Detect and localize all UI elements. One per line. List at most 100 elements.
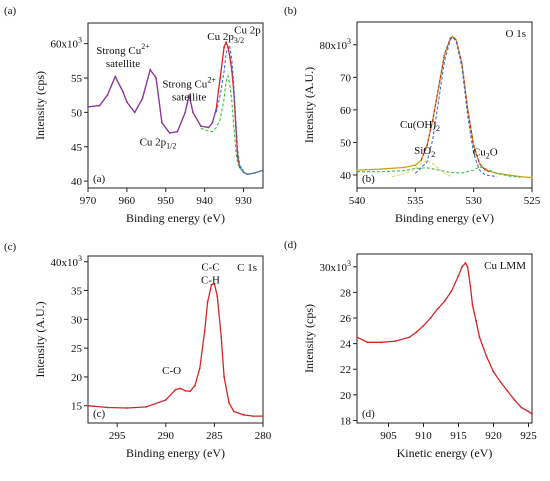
- series-line-4: [200, 73, 244, 172]
- annotation: SiO2: [414, 145, 435, 159]
- plot-frame: [356, 253, 533, 424]
- x-tick-label: 290: [158, 430, 175, 442]
- plot-frame: [356, 21, 533, 189]
- annotation: C-C: [201, 261, 219, 273]
- panel-1: (a) 970 960 950 940 930 40 45 50 55 60x103 Binding …: [4, 5, 264, 225]
- inner-panel-label: (b): [362, 173, 375, 185]
- series-line-1: [356, 35, 533, 179]
- y-tick-label: 40: [71, 176, 83, 188]
- data-point: [206, 301, 209, 303]
- data-point: [223, 376, 226, 378]
- data-point: [443, 300, 446, 303]
- y-tick-label: 15: [71, 401, 83, 413]
- series-line-5: [391, 159, 451, 178]
- panel-label: (d): [284, 239, 297, 251]
- series-line-3: [239, 167, 264, 175]
- x-tick-label: 280: [255, 430, 272, 442]
- y-tick-label: 60: [340, 105, 352, 117]
- data-point: [242, 414, 245, 416]
- data-point: [471, 304, 474, 307]
- data-point: [189, 390, 191, 393]
- y-tick-label: 25: [71, 343, 83, 355]
- x-tick-label: 525: [524, 195, 541, 207]
- plot-frame: [87, 255, 264, 424]
- series-line-3: [414, 36, 498, 178]
- y-tick-label: 40: [340, 170, 352, 182]
- data-point: [219, 77, 222, 79]
- x-tick-label: 540: [349, 195, 366, 207]
- x-tick-label: 905: [380, 430, 397, 442]
- x-axis-label: Binding energy (eV): [126, 211, 225, 225]
- x-tick-label: 920: [485, 430, 502, 442]
- y-tick-label: 50: [340, 137, 352, 149]
- data-point: [228, 401, 230, 404]
- data-point: [466, 265, 469, 268]
- inner-panel-label: (c): [93, 408, 106, 420]
- data-point: [506, 390, 509, 392]
- annotation: Cu(OH)2: [400, 119, 440, 133]
- data-point: [213, 282, 216, 285]
- x-tick-label: 970: [80, 195, 97, 207]
- x-tick-label: 535: [407, 195, 424, 207]
- series-line-2: [420, 35, 492, 173]
- x-axis-label: Binding energy (eV): [126, 446, 225, 460]
- data-point: [184, 389, 187, 392]
- data-point: [106, 406, 109, 409]
- data-point: [366, 341, 369, 344]
- y-tick-label: 26: [340, 313, 352, 325]
- data-point: [356, 169, 358, 171]
- panel-title: O 1s: [506, 28, 526, 40]
- data-point: [220, 335, 223, 338]
- data-point: [499, 381, 502, 383]
- y-axis-label: Intensity (A.U.): [33, 301, 47, 377]
- panel-title: Cu LMM: [484, 260, 526, 272]
- y-tick-label: 55: [71, 73, 83, 85]
- data-point: [531, 413, 533, 415]
- data-point: [379, 168, 382, 171]
- panel-label: (b): [284, 5, 297, 17]
- y-tick-label: 50: [71, 107, 83, 119]
- data-point: [492, 370, 495, 373]
- annotation-line2: C-H: [201, 274, 220, 286]
- data-point: [464, 262, 467, 264]
- y-top-tick-label: 60x103: [51, 36, 83, 51]
- data-point: [194, 384, 196, 387]
- data-point: [527, 410, 530, 413]
- data-point: [443, 53, 446, 56]
- series-line-5: [215, 43, 245, 172]
- data-point: [520, 406, 523, 409]
- annotation: Strong Cu2+: [162, 76, 216, 91]
- data-point: [415, 331, 418, 333]
- data-point: [203, 329, 206, 332]
- data-point: [513, 399, 516, 401]
- data-point: [507, 174, 510, 176]
- data-point: [217, 90, 220, 93]
- data-point: [216, 295, 219, 298]
- data-point: [450, 290, 453, 293]
- data-point: [225, 41, 227, 44]
- y-tick-label: 20: [340, 390, 352, 402]
- data-point: [262, 415, 264, 417]
- y-tick-label: 24: [340, 339, 352, 351]
- x-tick-label: 950: [158, 195, 175, 207]
- y-axis-label: Intensity (cps): [302, 304, 316, 373]
- y-tick-label: 35: [71, 286, 83, 298]
- y-tick-label: 45: [71, 142, 83, 154]
- y-tick-label: 30: [71, 314, 83, 326]
- x-tick-label: 295: [109, 430, 126, 442]
- data-point: [402, 166, 405, 169]
- x-tick-label: 915: [450, 430, 467, 442]
- data-point: [232, 410, 235, 413]
- series-line-1: [356, 261, 533, 415]
- data-point: [478, 336, 481, 339]
- x-tick-label: 930: [235, 195, 252, 207]
- series-line-4: [357, 166, 521, 178]
- data-point: [229, 56, 231, 59]
- annotation: Cu2O: [473, 146, 498, 160]
- data-point: [145, 405, 148, 408]
- annotation: Strong Cu2+: [96, 42, 150, 57]
- x-tick-label: 940: [196, 195, 213, 207]
- data-point: [164, 399, 167, 401]
- annotation: Cu 2p1/2: [140, 136, 177, 150]
